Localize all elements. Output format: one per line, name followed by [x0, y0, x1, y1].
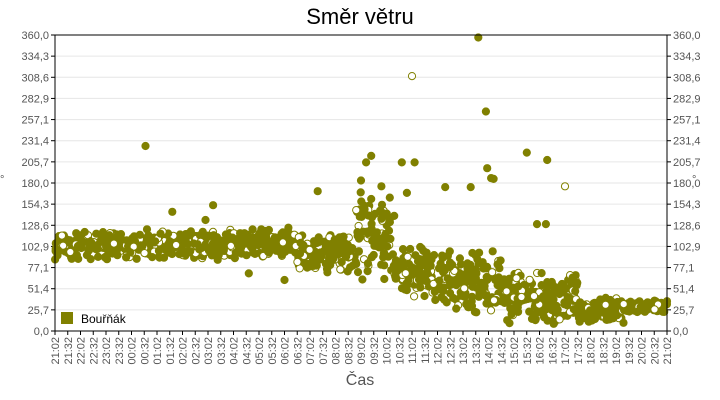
x-tick-label: 13:32 — [471, 337, 483, 365]
legend-swatch — [61, 312, 73, 324]
x-tick-label: 05:32 — [267, 337, 279, 365]
y-tick-label-left: 257,1 — [21, 115, 49, 127]
x-tick-label: 23:02 — [101, 337, 113, 365]
x-tick-label: 12:32 — [445, 337, 457, 365]
y-tick-label-right: 154,3 — [673, 199, 701, 211]
x-tick-label: 07:32 — [318, 337, 330, 365]
x-tick-label: 02:02 — [178, 337, 190, 365]
legend-label: Bouřňák — [81, 312, 127, 326]
x-tick-label: 13:02 — [458, 337, 470, 365]
x-tick-label: 21:32 — [63, 337, 75, 365]
x-tick-label: 20:02 — [637, 337, 649, 365]
x-tick-label: 09:32 — [369, 337, 381, 365]
y-tick-label-right: 25,7 — [673, 305, 694, 317]
x-tick-label: 08:02 — [331, 337, 343, 365]
x-tick-label: 09:02 — [356, 337, 368, 365]
x-tick-label: 22:32 — [88, 337, 100, 365]
x-tick-label: 00:32 — [139, 337, 151, 365]
x-tick-label: 14:02 — [484, 337, 496, 365]
x-tick-label: 02:32 — [190, 337, 202, 365]
x-tick-label: 14:32 — [496, 337, 508, 365]
x-tick-label: 06:02 — [280, 337, 292, 365]
y-tick-label-right: 180,0 — [673, 178, 701, 190]
x-tick-label: 21:02 — [662, 337, 674, 365]
x-tick-label: 03:32 — [216, 337, 228, 365]
x-tick-label: 19:32 — [624, 337, 636, 365]
y-tick-label-left: 205,7 — [21, 157, 49, 169]
x-tick-label: 10:32 — [394, 337, 406, 365]
y-tick-label-left: 0,0 — [34, 326, 49, 338]
x-tick-label: 01:02 — [152, 337, 164, 365]
y-axis-label-right: ° — [692, 174, 697, 186]
y-tick-label-left: 308,6 — [21, 72, 49, 84]
y-tick-label-left: 77,1 — [28, 263, 49, 275]
y-tick-label-left: 282,9 — [21, 93, 49, 105]
y-tick-label-left: 334,3 — [21, 51, 49, 63]
y-tick-label-left: 180,0 — [21, 178, 49, 190]
y-tick-label-right: 231,4 — [673, 136, 701, 148]
y-axis-label-left: ° — [0, 174, 5, 186]
y-tick-label-right: 205,7 — [673, 157, 701, 169]
x-tick-label: 05:02 — [254, 337, 266, 365]
x-tick-label: 18:32 — [598, 337, 610, 365]
x-tick-label: 15:32 — [522, 337, 534, 365]
x-tick-label: 21:02 — [50, 337, 62, 365]
x-tick-label: 11:32 — [420, 337, 432, 364]
y-tick-label-right: 77,1 — [673, 263, 694, 275]
x-tick-label: 10:02 — [382, 337, 394, 365]
series-bourak-points — [51, 33, 672, 328]
x-tick-label: 22:02 — [76, 337, 88, 365]
x-tick-label: 06:32 — [292, 337, 304, 365]
x-tick-label: 04:02 — [229, 337, 241, 365]
x-tick-label: 16:02 — [535, 337, 547, 365]
x-tick-label: 15:02 — [509, 337, 521, 365]
x-tick-label: 08:32 — [343, 337, 355, 365]
y-tick-label-left: 360,0 — [21, 30, 49, 42]
y-tick-label-left: 128,6 — [21, 220, 49, 232]
x-tick-label: 01:32 — [165, 337, 177, 365]
y-tick-label-right: 51,4 — [673, 284, 694, 296]
chart-title: Směr větru — [306, 4, 414, 29]
x-tick-label: 04:32 — [241, 337, 253, 365]
x-axis-label: Čas — [345, 372, 375, 389]
y-tick-label-left: 231,4 — [21, 136, 49, 148]
x-tick-label: 00:02 — [127, 337, 139, 365]
x-tick-label: 17:02 — [560, 337, 572, 365]
x-tick-label: 17:32 — [573, 337, 585, 365]
y-tick-label-left: 25,7 — [28, 305, 49, 317]
y-tick-label-right: 334,3 — [673, 51, 701, 63]
x-tick-label: 11:02 — [407, 337, 419, 364]
x-tick-label: 19:02 — [611, 337, 623, 365]
x-tick-label: 20:32 — [649, 337, 661, 365]
y-tick-label-right: 102,9 — [673, 241, 701, 253]
y-tick-label-left: 102,9 — [21, 241, 49, 253]
y-tick-label-right: 360,0 — [673, 30, 701, 42]
y-tick-label-left: 51,4 — [28, 284, 49, 296]
x-tick-label: 18:02 — [586, 337, 598, 365]
x-tick-label: 07:02 — [305, 337, 317, 365]
x-tick-label: 16:32 — [547, 337, 559, 365]
y-tick-label-right: 257,1 — [673, 115, 701, 127]
x-tick-label: 03:02 — [203, 337, 215, 365]
x-tick-label: 12:02 — [433, 337, 445, 365]
y-tick-label-right: 0,0 — [673, 326, 688, 338]
y-tick-label-right: 308,6 — [673, 72, 701, 84]
x-tick-label: 23:32 — [114, 337, 126, 365]
y-tick-label-right: 282,9 — [673, 93, 701, 105]
y-tick-label-left: 154,3 — [21, 199, 49, 211]
y-tick-label-right: 128,6 — [673, 220, 701, 232]
